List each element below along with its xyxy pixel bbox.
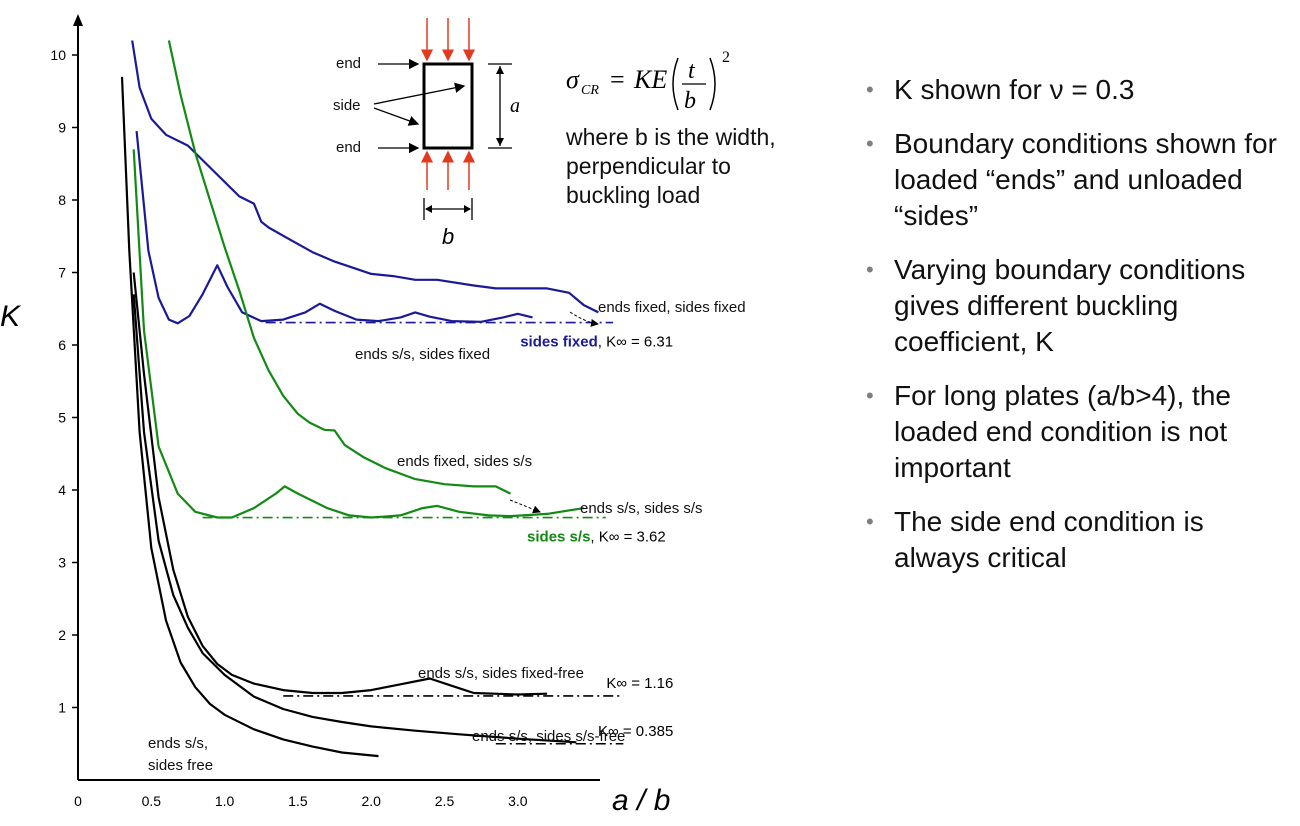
pointer-ends-ss-sides-ss — [509, 499, 541, 514]
side-pointer-1 — [373, 82, 466, 105]
label-ends-fixed-sides-fixed: ends fixed, sides fixed — [598, 299, 746, 316]
asymptote-label: K∞ = 1.16 — [606, 675, 673, 692]
plate-diagram: end side end a b — [333, 18, 520, 249]
y-tick-label: 9 — [58, 120, 66, 136]
y-tick-label: 1 — [58, 700, 66, 716]
bullet-text: Boundary conditions shown for loaded “en… — [894, 128, 1277, 231]
asymptote-label: sides s/s, K∞ = 3.62 — [527, 529, 666, 546]
y-tick-label: 10 — [50, 47, 66, 63]
bullet-text: Varying boundary conditions gives differ… — [894, 254, 1246, 357]
bullet-item: • The side end condition is always critic… — [864, 504, 1294, 576]
plate-rectangle — [422, 62, 474, 150]
label-ends-ss-sides-fixed-free: ends s/s, sides fixed-free — [418, 665, 584, 682]
buckling-chart: 0 0.5 1.0 1.5 2.0 2.5 3.0 1 2 3 4 5 6 7 8 9 10 sides fix… — [0, 14, 746, 817]
y-axis-arrow — [73, 14, 83, 26]
series-ends-fixed-sides-s-s — [167, 40, 511, 495]
svg-text:2: 2 — [722, 49, 730, 66]
bullet-text: K shown for ν = 0.3 — [894, 74, 1135, 105]
series-ends-s-s-sides-s-s-free — [132, 294, 577, 744]
svg-text:=: = — [610, 65, 625, 94]
bullet-dot-icon: • — [866, 77, 874, 102]
svg-text:t: t — [688, 58, 696, 84]
label-ends-ss-sides-ss: ends s/s, sides s/s — [580, 500, 703, 517]
diagram-side-label: side — [333, 97, 361, 114]
x-tick-label: 2.0 — [361, 793, 381, 809]
x-tick-label: 0 — [74, 793, 82, 809]
side-pointer-2 — [373, 107, 420, 126]
asymptote-label: sides fixed, K∞ = 6.31 — [520, 334, 673, 351]
formula-desc-line2: perpendicular to — [566, 153, 731, 179]
formula-block: σ CR = KE t b 2 where b is the width, pe… — [566, 48, 846, 210]
y-tick-label: 4 — [58, 482, 66, 498]
series-ends-s-s-sides-fixed — [135, 130, 533, 325]
label-ends-ss-sides-free-1: ends s/s, — [148, 735, 208, 752]
load-arrows-top — [421, 18, 475, 62]
label-ends-fixed-sides-ss: ends fixed, sides s/s — [397, 453, 532, 470]
bullet-list: • K shown for ν = 0.3 • Boundary condition… — [864, 72, 1294, 594]
bullet-item: • K shown for ν = 0.3 — [864, 72, 1294, 108]
x-axis-title: a / b — [612, 784, 670, 817]
diagram-end-bottom-label: end — [336, 139, 361, 156]
bullet-dot-icon: • — [866, 257, 874, 282]
formula-desc-line3: buckling load — [566, 182, 701, 208]
pointer-ends-fixed-sides-fixed — [569, 311, 599, 327]
svg-text:CR: CR — [581, 83, 599, 98]
bullet-dot-icon: • — [866, 131, 874, 156]
a-dimension-label: a — [510, 95, 520, 117]
series-ends-fixed-sides-fixed — [131, 40, 599, 314]
formula-description: where b is the width, perpendicular to b… — [566, 123, 846, 210]
y-tick-label: 2 — [58, 627, 66, 643]
critical-stress-formula: σ CR = KE t b 2 — [566, 49, 730, 114]
y-axis-title: K — [0, 300, 22, 333]
y-tick-label: 5 — [58, 410, 66, 426]
formula-desc-line1: where b is the width, — [566, 124, 776, 150]
bullet-dot-icon: • — [866, 509, 874, 534]
label-ends-ss-sides-free-2: sides free — [148, 757, 213, 774]
y-tick-label: 7 — [58, 265, 66, 281]
svg-text:b: b — [684, 88, 696, 114]
series-ends-s-s-sides-free — [120, 76, 379, 758]
y-tick-label: 3 — [58, 555, 66, 571]
label-ends-ss-sides-ss-free: ends s/s, sides s/s-free — [472, 728, 625, 745]
y-tick-label: 8 — [58, 192, 66, 208]
bullet-dot-icon: • — [866, 383, 874, 408]
b-dimension-label: b — [442, 224, 454, 249]
x-tick-label: 1.5 — [288, 793, 308, 809]
x-tick-label: 1.0 — [215, 793, 235, 809]
x-tick-label: 3.0 — [508, 793, 528, 809]
bullet-text: For long plates (a/b>4), the loaded end … — [894, 380, 1231, 483]
svg-text:σ: σ — [566, 65, 580, 94]
diagram-end-top-label: end — [336, 55, 361, 72]
label-ends-ss-sides-fixed: ends s/s, sides fixed — [355, 346, 490, 363]
bullet-item: • For long plates (a/b>4), the loaded end… — [864, 378, 1294, 486]
x-tick-label: 0.5 — [142, 793, 162, 809]
x-tick-label: 2.5 — [435, 793, 455, 809]
bullet-text: The side end condition is always critica… — [894, 506, 1204, 573]
svg-text:KE: KE — [633, 65, 667, 94]
load-arrows-bottom — [421, 150, 475, 190]
asymptote-label: K∞ = 0.385 — [598, 723, 673, 740]
bullet-item: • Varying boundary conditions gives diffe… — [864, 252, 1294, 360]
series-ends-s-s-sides-s-s — [132, 149, 584, 519]
bullet-item: • Boundary conditions shown for loaded “e… — [864, 126, 1294, 234]
y-tick-label: 6 — [58, 337, 66, 353]
series-ends-s-s-sides-fixed-free — [132, 272, 548, 696]
